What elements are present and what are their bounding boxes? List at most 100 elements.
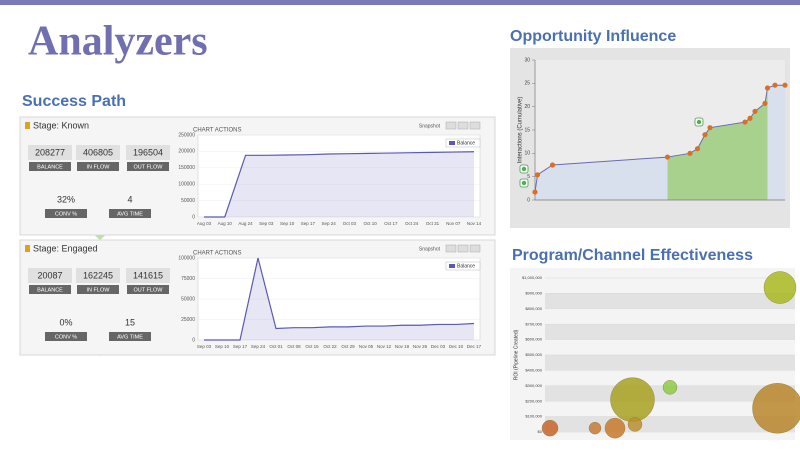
view-button[interactable]: [457, 121, 469, 130]
stat-label-box: [45, 209, 87, 218]
stat-value: 406805: [83, 147, 113, 157]
point: [532, 189, 538, 195]
x-tick-label: Dec 10: [449, 344, 464, 349]
y-tick-label: 75000: [181, 276, 195, 282]
touch-icon-dot: [521, 166, 527, 172]
x-tick-label: Oct 17: [384, 221, 398, 226]
legend-label: Balance: [457, 263, 475, 269]
y-tick-label: 50000: [181, 296, 195, 302]
stat-label: IN FLOW: [87, 164, 111, 170]
view-button[interactable]: [469, 121, 481, 130]
stat-label-box: [29, 285, 71, 294]
stage-icon: [25, 122, 30, 129]
y-tick-label: $900,000: [525, 290, 542, 295]
y-tick-label: $0: [538, 429, 543, 434]
x-tick-label: Oct 08: [287, 344, 301, 349]
view-button[interactable]: [457, 244, 469, 253]
line: [667, 87, 768, 158]
point: [764, 85, 771, 91]
x-tick-label: Oct 15: [305, 344, 319, 349]
stat-label: AVG TIME: [117, 334, 143, 340]
x-tick-label: Nov 05: [359, 344, 374, 349]
point: [782, 82, 788, 88]
x-tick-label: Sep 24: [251, 344, 266, 349]
stat-value: 0%: [59, 317, 72, 327]
view-button[interactable]: [445, 121, 457, 130]
point: [687, 150, 693, 156]
point: [752, 108, 758, 114]
stat-value: 20087: [37, 270, 62, 280]
x-tick-label: Sep 03: [197, 344, 212, 349]
slide-title: Analyzers: [28, 19, 208, 65]
point: [747, 115, 753, 121]
bubble: [588, 421, 602, 435]
stat-value: 15: [125, 317, 135, 327]
section-title: Program/Channel Effectiveness: [512, 247, 753, 264]
x-tick-label: Sep 10: [215, 344, 230, 349]
stat-label: BALANCE: [37, 164, 63, 170]
y-tick-label: 0: [192, 214, 195, 220]
y-axis-label: Interactions (Cumulative): [518, 97, 524, 164]
grid-band: [545, 293, 795, 309]
bubble: [627, 417, 643, 432]
stat-label: CONV %: [55, 334, 77, 340]
bubble: [610, 377, 655, 422]
y-tick-label: 50000: [181, 198, 195, 204]
top-bar: [0, 0, 800, 5]
phase-area: [535, 157, 668, 200]
line: [204, 257, 475, 341]
stat-value: 196504: [133, 147, 163, 157]
bubble: [541, 419, 559, 437]
y-tick-label: $200,000: [525, 398, 542, 403]
stat-label-box: [109, 209, 151, 218]
stat-label: AVG TIME: [117, 211, 143, 217]
view-button[interactable]: [445, 244, 457, 253]
stat-label: OUT FLOW: [134, 164, 164, 170]
x-tick-label: Aug 10: [218, 221, 233, 226]
stat-label: CONV %: [55, 211, 77, 217]
bubble: [752, 383, 800, 434]
x-tick-label: Oct 10: [364, 221, 378, 226]
y-tick-label: $800,000: [525, 306, 542, 311]
y-tick-label: 30: [524, 57, 530, 63]
stat-box: [28, 268, 72, 283]
y-tick-label: 150000: [178, 165, 195, 171]
y-tick-label: $300,000: [525, 383, 542, 388]
stat-label-box: [127, 285, 169, 294]
chart-title: CHART ACTIONS: [193, 251, 241, 257]
bubble: [604, 417, 626, 439]
stat-label-box: [29, 162, 71, 171]
touch-icon-dot: [521, 180, 527, 186]
point: [664, 154, 671, 160]
y-tick-label: 25: [524, 81, 530, 87]
x-tick-label: Sep 10: [280, 221, 295, 226]
y-tick-label: $500,000: [525, 352, 542, 357]
x-tick-label: Dec 17: [467, 344, 482, 349]
point: [702, 132, 708, 138]
x-tick-label: Nov 26: [413, 344, 428, 349]
stat-label: BALANCE: [37, 287, 63, 293]
stat-label: IN FLOW: [87, 287, 111, 293]
line: [204, 151, 475, 218]
y-tick-label: $100,000: [525, 414, 542, 419]
area: [204, 151, 474, 217]
y-tick-label: 0: [192, 337, 195, 343]
view-button[interactable]: [469, 244, 481, 253]
stat-label-box: [45, 332, 87, 341]
point: [534, 172, 541, 178]
y-tick-label: 15: [524, 127, 530, 133]
stage-name: Stage: Known: [33, 120, 89, 130]
section-title: Success Path: [22, 93, 126, 110]
y-tick-label: $1,000,000: [522, 275, 543, 280]
stat-box: [126, 268, 170, 283]
plot-area: [197, 134, 481, 218]
legend-label: Balance: [457, 140, 475, 146]
section-title: Opportunity Influence: [510, 28, 676, 45]
stat-label-box: [77, 162, 119, 171]
chart-title: CHART ACTIONS: [193, 128, 241, 134]
bubble: [763, 271, 797, 304]
x-tick-label: Oct 01: [269, 344, 283, 349]
x-tick-label: Oct 03: [343, 221, 357, 226]
x-tick-label: Dec 03: [431, 344, 446, 349]
x-tick-label: Nov 07: [446, 221, 461, 226]
